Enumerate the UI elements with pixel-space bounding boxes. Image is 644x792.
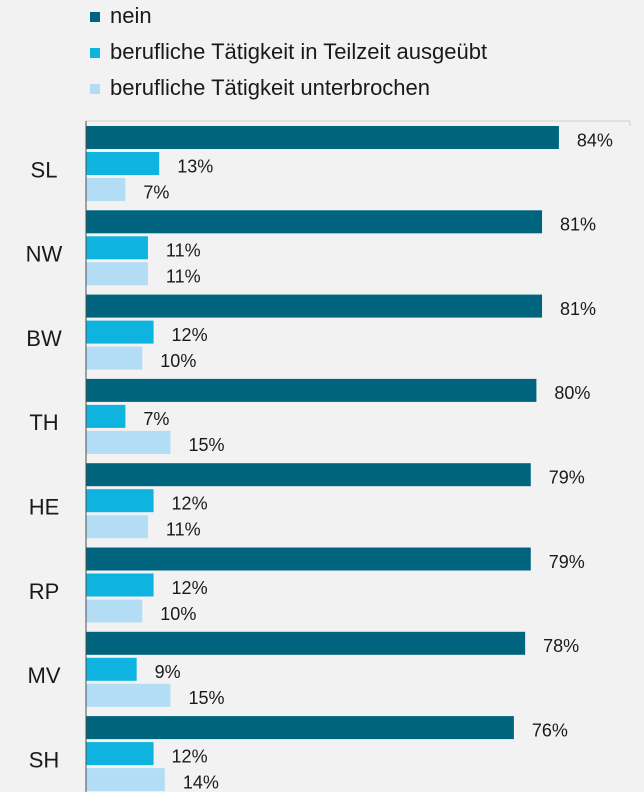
- category-label: HE: [29, 495, 60, 520]
- bar: [86, 489, 154, 513]
- value-label: 15%: [188, 435, 224, 455]
- bar: [86, 657, 137, 681]
- value-label: 12%: [172, 746, 208, 766]
- legend-swatch: [90, 12, 100, 22]
- bar: [86, 404, 126, 428]
- category-label: MV: [28, 663, 61, 688]
- bar: [86, 716, 514, 740]
- value-label: 7%: [143, 409, 169, 429]
- legend-label: berufliche Tätigkeit in Teilzeit ausgeüb…: [110, 39, 487, 64]
- bar: [86, 294, 543, 318]
- bar: [86, 178, 126, 201]
- bar: [86, 430, 171, 454]
- value-label: 7%: [143, 182, 169, 202]
- value-label: 11%: [166, 267, 201, 287]
- value-label: 76%: [532, 720, 568, 740]
- bar: [86, 126, 559, 149]
- value-label: 15%: [188, 688, 224, 708]
- category-label: BW: [26, 326, 62, 351]
- value-label: 78%: [543, 636, 579, 656]
- bar: [86, 683, 171, 707]
- bar: [86, 547, 531, 571]
- bar: [86, 742, 154, 766]
- value-label: 84%: [577, 130, 613, 150]
- value-label: 12%: [172, 325, 208, 345]
- value-label: 12%: [172, 493, 208, 513]
- value-label: 11%: [166, 241, 201, 261]
- value-label: 9%: [155, 662, 181, 682]
- value-label: 81%: [560, 215, 596, 235]
- bar: [86, 262, 148, 286]
- bar: [86, 346, 143, 370]
- value-label: 11%: [166, 519, 201, 539]
- legend-swatch: [90, 84, 100, 94]
- value-label: 10%: [160, 351, 196, 371]
- value-label: 12%: [172, 578, 208, 598]
- bar: [86, 320, 154, 344]
- legend-swatch: [90, 48, 100, 58]
- category-label: SL: [31, 157, 58, 182]
- value-label: 13%: [177, 156, 213, 176]
- category-label: TH: [29, 410, 58, 435]
- value-label: 79%: [549, 467, 585, 487]
- bar: [86, 210, 543, 234]
- bar: [86, 599, 143, 623]
- bar: [86, 236, 148, 260]
- legend-label: berufliche Tätigkeit unterbrochen: [110, 75, 430, 100]
- legend-label: nein: [110, 3, 152, 28]
- value-label: 81%: [560, 299, 596, 319]
- category-label: RP: [29, 579, 60, 604]
- bar: [86, 378, 537, 402]
- value-label: 80%: [554, 383, 590, 403]
- value-label: 10%: [160, 604, 196, 624]
- bar: [86, 573, 154, 597]
- bar: [86, 152, 160, 175]
- bar: [86, 631, 526, 655]
- bar: [86, 768, 165, 792]
- value-label: 79%: [549, 552, 585, 572]
- bar: [86, 463, 531, 487]
- value-label: 14%: [183, 772, 219, 792]
- category-label: SH: [29, 747, 60, 772]
- category-label: NW: [26, 242, 63, 267]
- bar: [86, 515, 148, 539]
